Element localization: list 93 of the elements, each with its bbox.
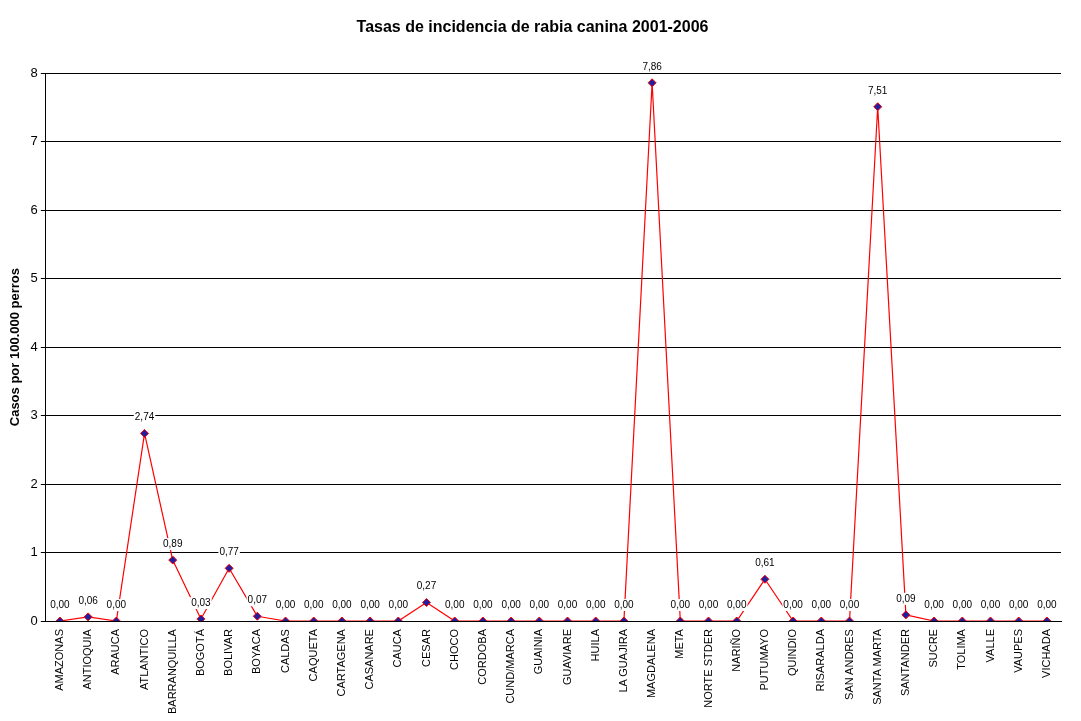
data-label: 7,51 (867, 84, 888, 96)
data-label: 0,00 (811, 598, 832, 610)
x-tick-label: HUILA (588, 628, 601, 662)
x-tick-label: RISARALDA (814, 628, 827, 692)
x-tick-label: CAUCA (391, 628, 404, 668)
x-tick-label: NARIÑO (729, 628, 742, 672)
data-label: 0,00 (924, 598, 945, 610)
x-tick-label: ATLANTICO (137, 628, 150, 690)
y-tick-label: 3 (30, 407, 38, 423)
x-tick-label: BARRANQUILLA (165, 628, 178, 715)
x-tick-label: BOGOTÁ (193, 628, 206, 677)
data-label: 0,00 (726, 598, 747, 610)
point (140, 428, 150, 438)
x-tick-label: LA GUAJIRA (616, 628, 629, 693)
data-label: 0,00 (557, 598, 578, 610)
data-label: 0,00 (388, 598, 409, 610)
data-label: 0,00 (952, 598, 973, 610)
x-tick-label: CUND/MARCA (504, 628, 517, 704)
data-label: 0,03 (191, 596, 212, 608)
data-label: 0,00 (585, 598, 606, 610)
data-label: 0,09 (896, 592, 917, 604)
point (224, 563, 234, 573)
x-tick-label: CORDOBA (475, 628, 488, 685)
data-label: 0,00 (360, 598, 381, 610)
data-label: 0,00 (444, 598, 465, 610)
data-label: 0,00 (698, 598, 719, 610)
data-label: 0,00 (670, 598, 691, 610)
point (83, 612, 93, 622)
data-label: 0,00 (106, 598, 127, 610)
data-label: 0,77 (219, 546, 240, 558)
point (252, 611, 262, 621)
x-tick-label: BOYACA (250, 628, 263, 675)
x-tick-label: VALLE (983, 629, 996, 663)
data-label: 0,00 (332, 598, 353, 610)
y-tick-label: 7 (30, 133, 38, 149)
x-tick-label: ARAUCA (109, 628, 122, 675)
y-tick-label: 8 (30, 64, 38, 80)
data-label: 0,00 (614, 598, 635, 610)
data-label: 0,00 (529, 598, 550, 610)
point (873, 102, 883, 112)
data-label: 0,89 (162, 537, 183, 549)
y-tick-label: 5 (30, 270, 38, 286)
x-tick-label: GUAVIARE (560, 629, 573, 686)
x-tick-label: CAQUETA (306, 628, 319, 682)
y-tick-label: 1 (30, 544, 38, 560)
point (647, 78, 657, 88)
point (760, 574, 770, 584)
x-tick-label: SANTA MARTA (870, 628, 883, 705)
x-tick-label: TOLIMA (955, 628, 968, 670)
data-label: 0,00 (501, 598, 522, 610)
y-tick-label: 2 (30, 475, 38, 491)
x-tick-label: NORTE STDER (701, 628, 714, 708)
x-tick-label: MAGDALENA (645, 628, 658, 699)
data-label: 0,27 (416, 580, 437, 592)
data-label: 0,00 (839, 598, 860, 610)
data-label: 0,00 (50, 598, 71, 610)
x-tick-label: QUINDIO (786, 628, 799, 677)
data-label: 2,74 (134, 411, 155, 423)
x-tick-label: CASANARE (363, 629, 376, 690)
x-tick-label: GUAINIA (532, 628, 545, 675)
data-label: 0,00 (275, 598, 296, 610)
point (901, 610, 911, 620)
data-label: 0,06 (78, 594, 99, 606)
y-tick-label: 4 (30, 338, 38, 354)
x-tick-label: VICHADA (1039, 628, 1052, 678)
x-tick-label: CALDAS (278, 629, 291, 674)
data-label: 0,00 (473, 598, 494, 610)
data-label: 0,61 (755, 557, 776, 569)
x-tick-label: ANTIOQUIA (81, 628, 94, 690)
x-tick-label: CESAR (419, 628, 432, 667)
y-tick-label: 0 (30, 612, 38, 628)
data-label: 0,00 (303, 598, 324, 610)
x-tick-label: META (673, 628, 686, 659)
x-tick-label: SANTANDER (898, 628, 911, 697)
data-label: 0,00 (980, 598, 1001, 610)
point (196, 614, 206, 622)
x-tick-label: CHOCO (447, 628, 460, 670)
x-tick-label: AMAZONAS (52, 629, 65, 691)
data-label: 0,00 (1008, 598, 1029, 610)
y-tick-label: 6 (30, 201, 38, 217)
data-label: 0,00 (783, 598, 804, 610)
chart-title: Tasas de incidencia de rabia canina 2001-2006 (356, 18, 709, 36)
x-tick-label: VAUPES (1011, 629, 1024, 673)
x-tick-label: CARTAGENA (334, 628, 347, 697)
data-label: 7,86 (642, 60, 663, 72)
x-tick-label: PUTUMAYO (757, 628, 770, 691)
x-tick-label: SAN ANDRES (842, 629, 855, 700)
data-label: 0,00 (1037, 598, 1058, 610)
x-tick-label: BOLIVAR (222, 628, 235, 676)
data-label: 0,07 (247, 593, 268, 605)
point (168, 555, 178, 565)
y-axis-title: Casos por 100.000 perros (7, 267, 23, 427)
x-tick-label: SUCRE (927, 629, 940, 668)
